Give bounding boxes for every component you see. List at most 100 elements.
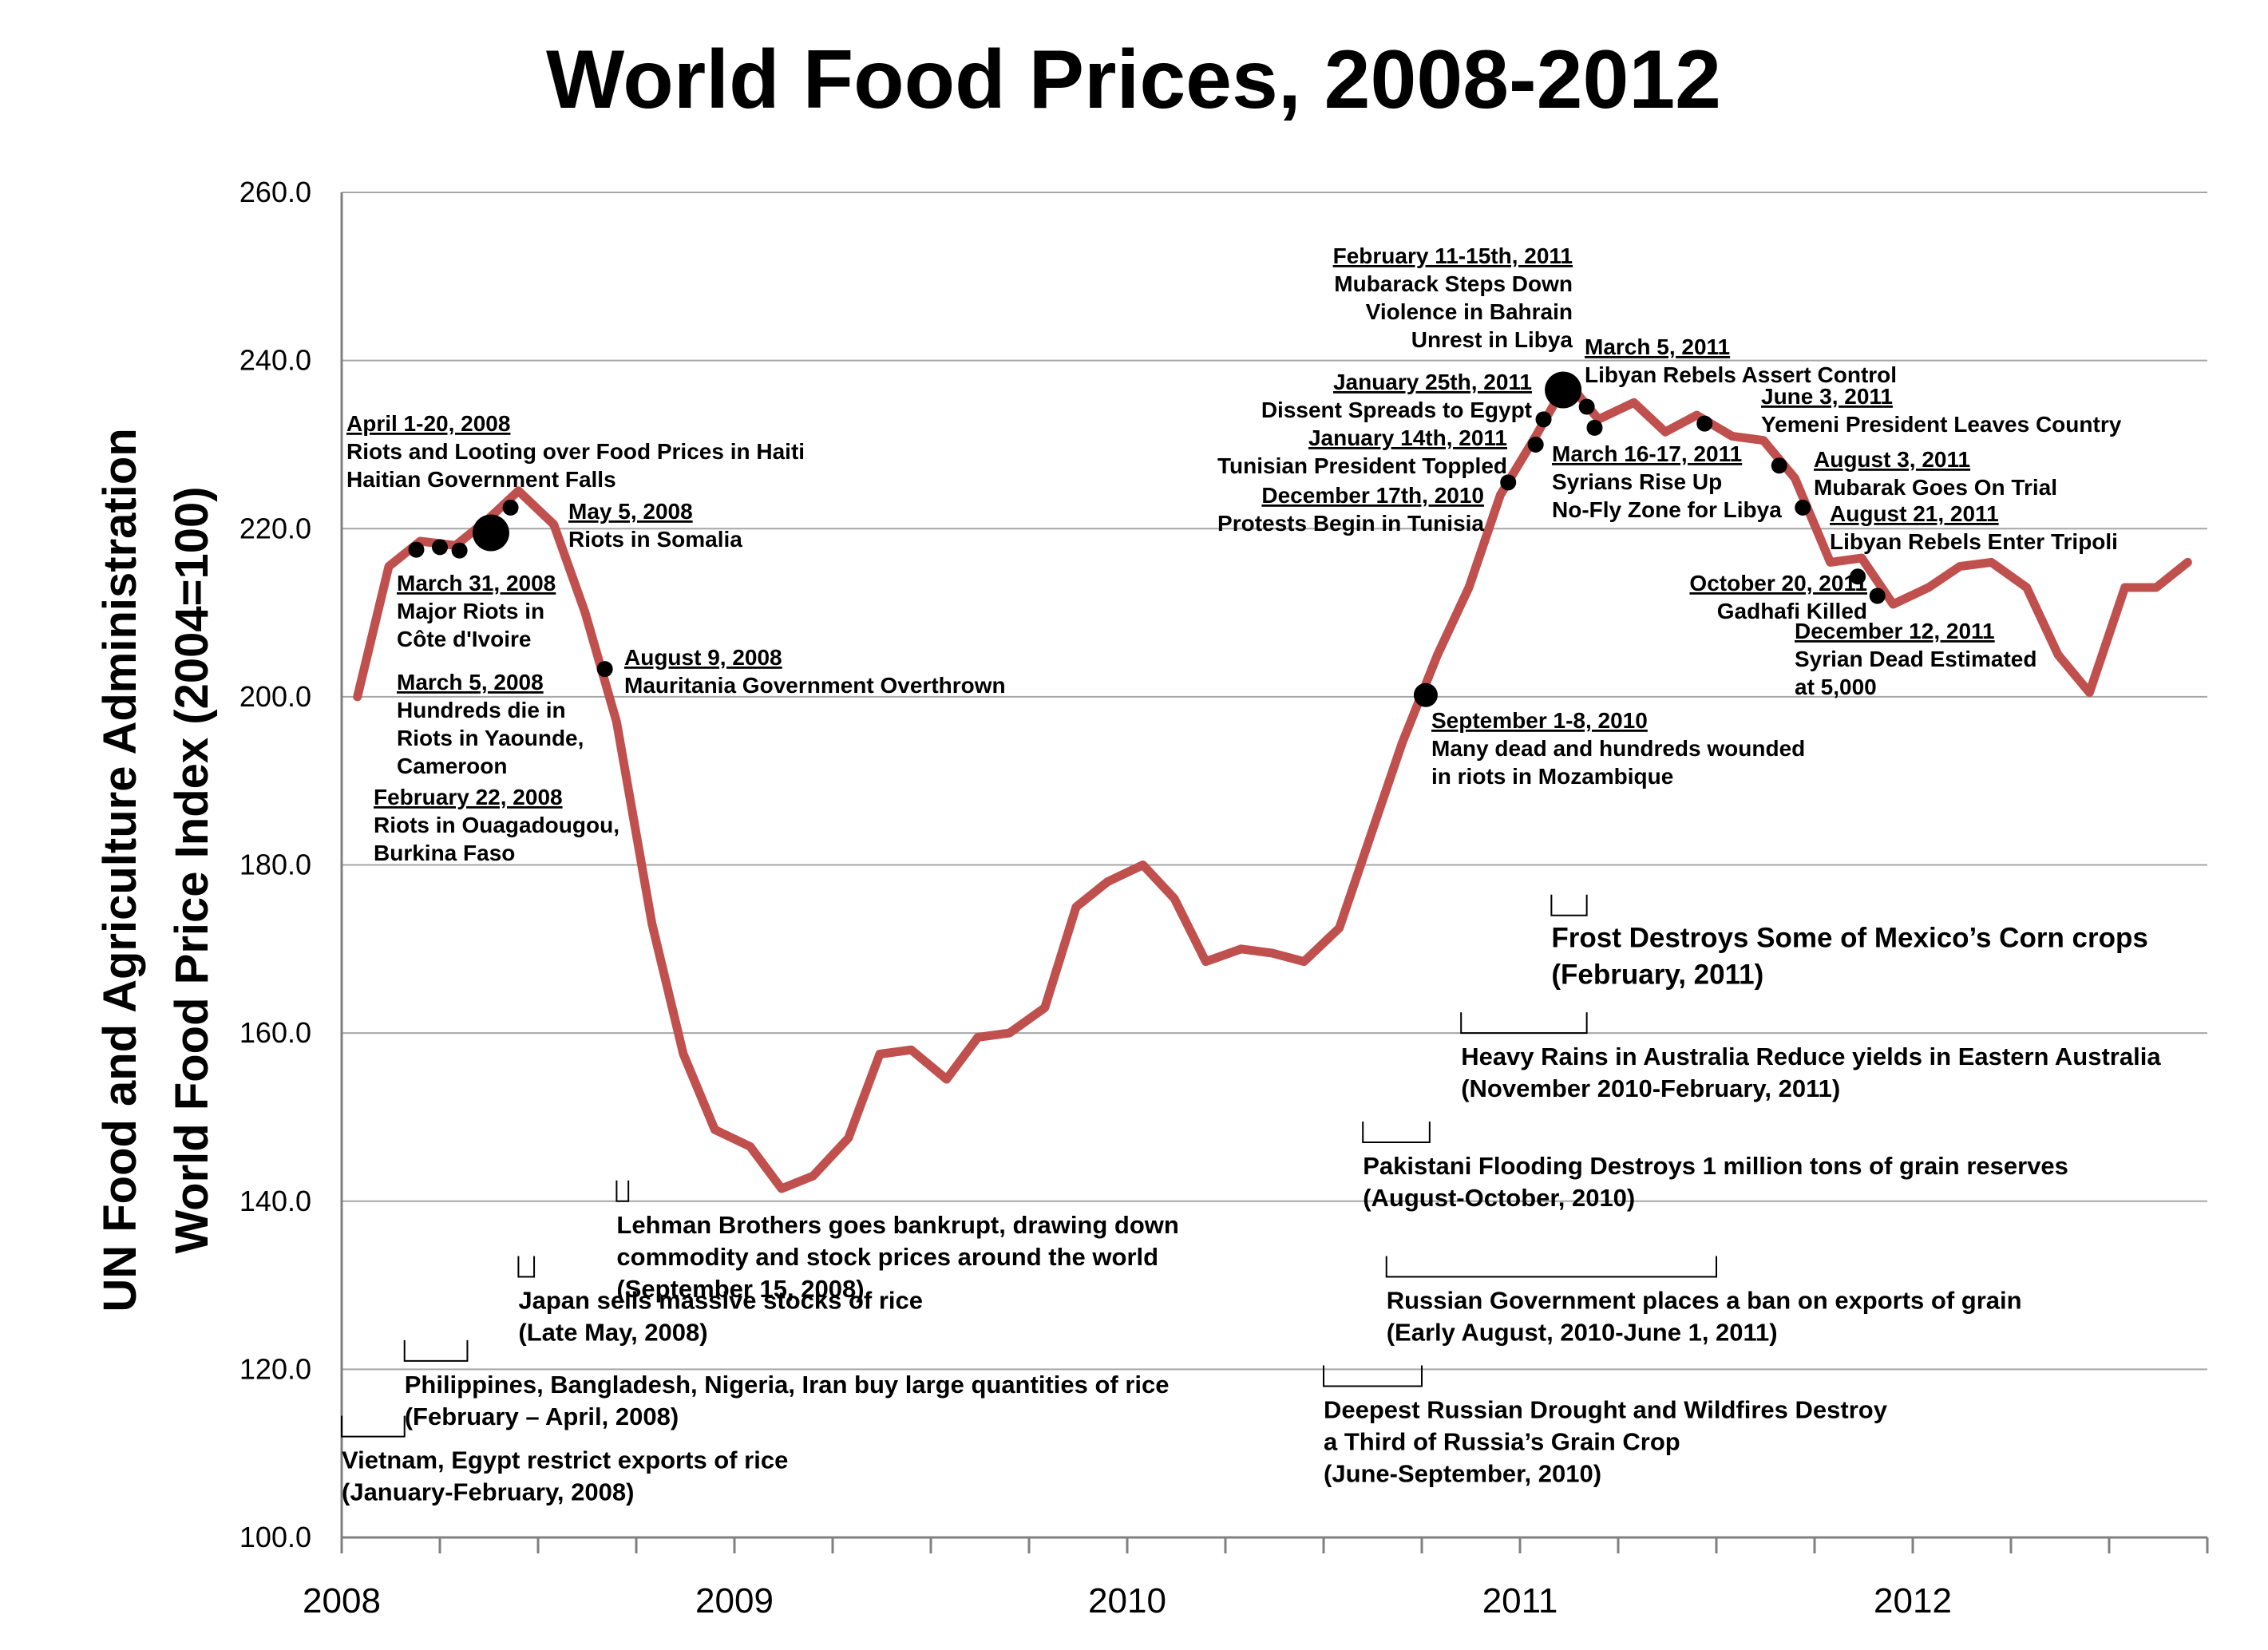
event-text: Vietnam, Egypt restrict exports of rice (342, 1446, 788, 1474)
annotation-date: March 16-17, 2011 (1552, 441, 1742, 466)
annotation-text: Violence in Bahrain (1366, 299, 1573, 324)
annotation: December 12, 2011 Syrian Dead Estimated at… (1795, 619, 2036, 699)
event-bracket (1385, 1256, 1717, 1278)
series-lines (353, 377, 2192, 1193)
annotation-text: Riots and Looting over Food Prices in Ha… (346, 439, 805, 464)
y-tick-label: 260.0 (239, 176, 311, 208)
event-text: (Late May, 2008) (518, 1319, 707, 1347)
event-marker (1696, 415, 1713, 432)
annotation: January 14th, 2011 Tunisian President Top… (1217, 425, 1507, 478)
event-bracket (1362, 1122, 1431, 1144)
annotation-text: in riots in Mozambique (1431, 764, 1673, 789)
event-text: Frost Destroys Some of Mexico’s Corn cro… (1551, 923, 2147, 954)
event-marker (1545, 371, 1582, 409)
annotation-text: Haitian Government Falls (346, 467, 616, 492)
event-text: (Early August, 2010-June 1, 2011) (1387, 1319, 1778, 1347)
gridlines (342, 192, 2207, 1371)
event-markers (408, 371, 1886, 707)
event-brackets: Vietnam, Egypt restrict exports of rice (… (341, 894, 2161, 1506)
annotation: December 17th, 2010 Protests Begin in Tun… (1217, 483, 1484, 536)
y-tick-label: 160.0 (239, 1016, 311, 1049)
event-bracket (1550, 894, 1588, 916)
annotation-date: January 14th, 2011 (1308, 425, 1507, 450)
annotation: February 11-15th, 2011 Mubarack Steps Dow… (1333, 243, 1573, 352)
annotation: September 1-8, 2010 Many dead and hundred… (1431, 708, 1805, 789)
annotation-date: June 3, 2011 (1761, 384, 1893, 409)
y-axis-label-line-1: UN Food and Agriculture Administration (94, 428, 146, 1312)
y-tick-label: 180.0 (239, 849, 311, 881)
event-marker (1535, 411, 1552, 428)
annotation-date: March 5, 2008 (397, 670, 544, 694)
annotation-text: Riots in Somalia (568, 527, 742, 552)
event-marker (1413, 683, 1438, 707)
y-axis-label-line-2: World Food Price Index (2004=100) (166, 486, 218, 1253)
food-price-line (353, 377, 2192, 1193)
annotation: April 1-20, 2008 Riots and Looting over F… (346, 411, 805, 492)
annotation: August 9, 2008 Mauritania Government Over… (624, 645, 1006, 698)
annotation: March 5, 2008 Hundreds die in Riots in Yao… (397, 670, 584, 778)
annotation-date: September 1-8, 2010 (1431, 708, 1648, 733)
annotation-date: March 5, 2011 (1585, 334, 1730, 359)
annotation-date: December 17th, 2010 (1261, 483, 1484, 508)
event-marker (1527, 436, 1544, 453)
annotation-text: Mauritania Government Overthrown (624, 673, 1006, 698)
y-tick-label: 140.0 (239, 1185, 311, 1217)
chart-title: World Food Prices, 2008-2012 (546, 34, 1721, 126)
y-tick-labels: 100.0 120.0 140.0 160.0 180.0 200.0 220.0 240.0… (239, 176, 311, 1553)
event-text: (February, 2011) (1551, 960, 1763, 991)
annotation-text: Syrian Dead Estimated (1795, 647, 2036, 671)
event-marker (1795, 499, 1811, 516)
annotation-text: Yemeni President Leaves Country (1761, 412, 2122, 437)
x-tick-labels: 2008 2009 2010 2011 2012 (303, 1581, 1952, 1620)
event-marker (596, 661, 613, 678)
event-marker (1771, 457, 1787, 474)
event-marker (1586, 419, 1603, 436)
event-marker (451, 542, 468, 559)
annotation-text: Burkina Faso (374, 841, 515, 865)
event-text: Japan sells massive stocks of rice (518, 1287, 923, 1315)
annotation-text: Gadhafi Killed (1717, 599, 1867, 623)
annotation-text: Mubarack Steps Down (1334, 271, 1573, 296)
event-text: (February – April, 2008) (405, 1403, 679, 1430)
annotation-date: August 3, 2011 (1814, 447, 1970, 472)
annotation-text: Riots in Ouagadougou, (374, 813, 619, 837)
event-bracket (403, 1339, 469, 1362)
annotation-date: August 21, 2011 (1830, 501, 1999, 526)
annotation-date: May 5, 2008 (568, 499, 693, 524)
annotation: March 5, 2011 Libyan Rebels Assert Contro… (1585, 334, 1897, 387)
event-text: (September 15, 2008) (616, 1275, 864, 1303)
event-text: Lehman Brothers goes bankrupt, drawing d… (616, 1211, 1178, 1239)
annotation-text: at 5,000 (1795, 675, 1877, 699)
x-tick-label: 2012 (1874, 1581, 1952, 1620)
annotation-text: Riots in Yaounde, (397, 726, 584, 750)
annotations: April 1-20, 2008 Riots and Looting over F… (346, 243, 2122, 865)
event-bracket (341, 1415, 406, 1438)
annotation: March 16-17, 2011 Syrians Rise Up No-Fly Z… (1552, 441, 1782, 522)
annotation-text: Côte d'Ivoire (397, 627, 531, 651)
annotation-text: Syrians Rise Up (1552, 469, 1722, 494)
y-axis-label: UN Food and Agriculture Administration W… (94, 428, 218, 1312)
annotation: June 3, 2011 Yemeni President Leaves Coun… (1761, 384, 2122, 437)
event-marker (502, 499, 519, 516)
x-tick-label: 2010 (1088, 1581, 1166, 1620)
event-marker (472, 514, 509, 552)
event-marker (1869, 588, 1886, 604)
annotation-text: Protests Begin in Tunisia (1217, 511, 1484, 536)
event-text: Philippines, Bangladesh, Nigeria, Iran b… (405, 1371, 1170, 1399)
annotation: February 22, 2008 Riots in Ouagadougou, Bu… (374, 785, 619, 865)
x-tick-label: 2009 (695, 1581, 774, 1620)
annotation: January 25th, 2011 Dissent Spreads to Egy… (1261, 370, 1532, 422)
event-marker (1578, 398, 1595, 415)
annotation-date: April 1-20, 2008 (346, 411, 510, 436)
annotation-text: No-Fly Zone for Libya (1552, 497, 1782, 522)
event-marker (432, 539, 448, 556)
annotation-text: Many dead and hundreds wounded (1431, 736, 1805, 761)
event-text: Russian Government places a ban on expor… (1387, 1287, 2022, 1315)
annotation: August 21, 2011 Libyan Rebels Enter Tripo… (1830, 501, 2118, 554)
annotation-text: Cameroon (397, 754, 507, 778)
annotation-text: Hundreds die in (397, 698, 566, 722)
event-text: (January-February, 2008) (342, 1478, 634, 1506)
annotation-text: Libyan Rebels Enter Tripoli (1830, 529, 2118, 554)
annotation-text: Major Riots in (397, 599, 544, 623)
